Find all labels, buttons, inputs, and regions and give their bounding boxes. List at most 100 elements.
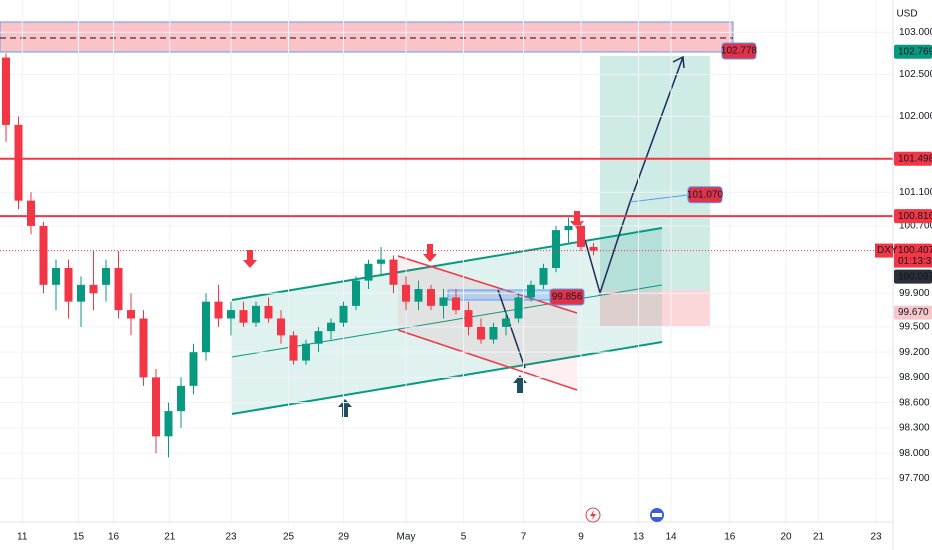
candle-body <box>464 310 473 327</box>
y-tick-label: 98.300 <box>899 423 930 434</box>
candle-body <box>64 267 73 302</box>
x-tick-label: 15 <box>73 532 85 543</box>
symbol-bg <box>875 243 893 258</box>
down-channel-fill <box>398 256 577 390</box>
candle-body <box>377 259 385 264</box>
overlay: 102.778 101.070 99.856 <box>0 42 893 306</box>
annotation: 102.778 <box>721 46 758 57</box>
price-label: 99.670 <box>898 307 929 318</box>
y-tick-label: 101.100 <box>899 187 932 198</box>
sell-arrow <box>423 244 437 262</box>
annotation-bg <box>687 186 723 204</box>
x-tick-label: 23 <box>225 532 237 543</box>
candles <box>2 53 598 458</box>
candle-body <box>177 385 185 412</box>
candle-body <box>277 318 285 336</box>
y-tick-label: 97.700 <box>899 473 930 484</box>
price-label-bg <box>894 44 932 59</box>
x-tick-label: 7 <box>521 532 527 543</box>
candle-body <box>139 318 148 378</box>
down-channel-bottom <box>397 329 578 391</box>
x-tick-label: 5 <box>461 532 467 543</box>
candle-body <box>402 284 410 302</box>
candle-body <box>152 377 160 437</box>
candle-body <box>502 318 510 327</box>
drawings <box>0 21 734 417</box>
candle-body <box>164 411 173 437</box>
candle-body <box>327 322 335 332</box>
y-tick-label: 102.000 <box>899 111 932 122</box>
candle-body <box>2 57 10 125</box>
candle-body <box>452 297 460 311</box>
candle-body <box>39 225 48 285</box>
candle-body <box>52 267 60 285</box>
x-tick-label: 16 <box>724 532 736 543</box>
y-tick-label: 103.000 <box>899 27 932 38</box>
sell-arrow <box>243 250 257 268</box>
channel-top <box>231 227 663 301</box>
target-line <box>629 194 689 203</box>
candle-body <box>314 331 323 344</box>
x-tick-label: May <box>397 532 416 543</box>
y-tick-label: 102.500 <box>899 69 932 80</box>
currency: USD <box>896 9 917 20</box>
annotation: 99.856 <box>552 292 583 303</box>
down-channel-top <box>397 255 578 314</box>
price-label-bg <box>894 305 932 320</box>
candle-body <box>589 246 598 251</box>
price-label: 100.407 <box>898 245 932 256</box>
candle-body <box>189 352 198 386</box>
y-tick-label: 99.200 <box>899 347 930 358</box>
x-tick-label: 20 <box>780 532 792 543</box>
event-icon-bolt <box>590 510 596 520</box>
candle-body <box>352 280 360 306</box>
price-label: 101.498 <box>898 153 932 164</box>
symbol: DXY <box>877 245 898 256</box>
price-label: 100.097 <box>898 271 932 282</box>
candle-body <box>214 301 223 319</box>
price-label: 100.816 <box>898 211 932 222</box>
grid <box>0 0 893 522</box>
candle-body <box>252 305 260 323</box>
buy-arrow <box>338 399 352 417</box>
x-tick-label: 13 <box>633 532 645 543</box>
price-label-bg <box>894 243 932 258</box>
candle-body <box>339 305 348 323</box>
channel-bottom <box>231 341 663 415</box>
y-tick-label: 99.500 <box>899 322 930 333</box>
candle-body <box>89 284 98 294</box>
candle-body <box>489 326 498 340</box>
x-tick-label: 21 <box>164 532 176 543</box>
candle-body <box>514 297 523 319</box>
candle-body <box>264 305 273 319</box>
candle-body <box>564 225 573 231</box>
x-tick-label: 29 <box>338 532 350 543</box>
candle-body <box>239 310 248 323</box>
candle-body <box>414 289 423 302</box>
candle-body <box>364 263 373 281</box>
y-tick-label: 98.000 <box>899 448 930 459</box>
candle-body <box>27 200 35 226</box>
candle-body <box>389 259 398 285</box>
trend-line <box>497 289 526 369</box>
x-tick-label: 23 <box>870 532 882 543</box>
candle-body <box>114 267 123 311</box>
y-tick-label: 98.600 <box>899 397 930 408</box>
countdown: 01:13:37 <box>898 256 932 267</box>
price-label: 102.769 <box>898 46 932 57</box>
x-tick-label: 21 <box>813 532 825 543</box>
candle-body <box>102 267 110 285</box>
candle-body <box>14 124 23 201</box>
candle-body <box>539 267 548 285</box>
x-tick-label: 11 <box>17 532 28 543</box>
candle-body <box>289 335 298 361</box>
candle-body <box>439 297 448 306</box>
y-tick-label: 98.900 <box>899 372 930 383</box>
x-tick-label: 16 <box>108 532 120 543</box>
x-tick-label: 9 <box>578 532 584 543</box>
candle-body <box>77 284 85 302</box>
stop-box <box>600 290 710 326</box>
candle-body <box>202 301 210 353</box>
price-label-bg <box>894 269 932 284</box>
